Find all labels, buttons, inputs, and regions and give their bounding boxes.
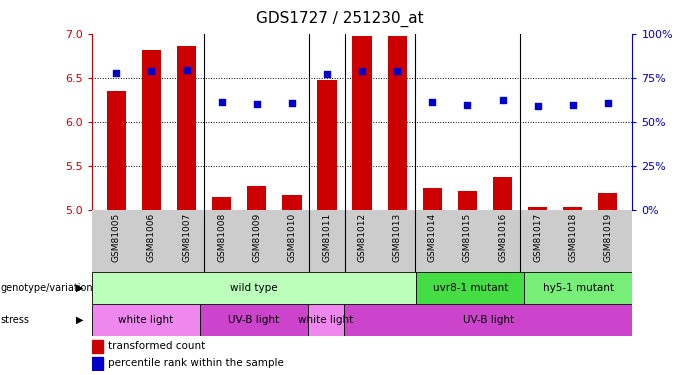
Point [216,99,227,105]
Text: GSM81011: GSM81011 [322,213,331,262]
Bar [493,177,512,210]
Bar [318,80,337,210]
Point [392,68,403,74]
Text: GSM81005: GSM81005 [112,213,121,262]
Point [356,68,367,74]
Point [462,102,473,108]
Point [567,102,578,108]
Text: UV-B light: UV-B light [228,315,279,325]
Point [286,100,297,106]
Bar [177,46,197,210]
Text: GSM81006: GSM81006 [147,213,156,262]
Point [532,103,543,109]
Bar [563,207,582,210]
Text: genotype/variation: genotype/variation [1,283,93,293]
Point [181,67,192,73]
Bar [344,304,632,336]
Bar [524,272,632,304]
Point [322,71,333,77]
Text: GSM81015: GSM81015 [463,213,472,262]
Text: hy5-1 mutant: hy5-1 mutant [543,283,614,293]
Bar [92,340,103,352]
Bar [107,91,126,210]
Bar [92,304,200,336]
Text: GSM81010: GSM81010 [288,213,296,262]
Bar [528,207,547,210]
Text: GDS1727 / 251230_at: GDS1727 / 251230_at [256,11,424,27]
Point [602,100,613,106]
Bar [282,195,301,210]
Bar [423,188,442,210]
Text: GSM81019: GSM81019 [603,213,612,262]
Bar [247,186,267,210]
Text: transformed count: transformed count [108,341,205,351]
Bar [458,192,477,210]
Text: GSM81009: GSM81009 [252,213,261,262]
Bar [212,197,231,210]
Bar [92,357,103,370]
Text: GSM81007: GSM81007 [182,213,191,262]
Bar [598,193,617,210]
Text: GSM81014: GSM81014 [428,213,437,262]
Bar [142,50,161,210]
Text: GSM81018: GSM81018 [568,213,577,262]
Text: GSM81016: GSM81016 [498,213,507,262]
Text: UV-B light: UV-B light [462,315,514,325]
Text: wild type: wild type [230,283,278,293]
Point [497,97,508,103]
Text: GSM81013: GSM81013 [393,213,402,262]
Bar [416,272,524,304]
Text: ▶: ▶ [76,283,84,293]
Bar [200,304,308,336]
Text: GSM81012: GSM81012 [358,213,367,262]
Bar [92,272,416,304]
Text: uvr8-1 mutant: uvr8-1 mutant [432,283,508,293]
Text: GSM81017: GSM81017 [533,213,542,262]
Point [111,69,122,75]
Text: white light: white light [118,315,173,325]
Text: GSM81008: GSM81008 [217,213,226,262]
Point [146,68,157,74]
Text: stress: stress [1,315,30,325]
Text: white light: white light [299,315,354,325]
Point [427,99,438,105]
Bar [352,36,372,210]
Text: ▶: ▶ [76,315,84,325]
Text: percentile rank within the sample: percentile rank within the sample [108,358,284,368]
Bar [308,304,344,336]
Bar [388,36,407,210]
Point [252,101,262,107]
